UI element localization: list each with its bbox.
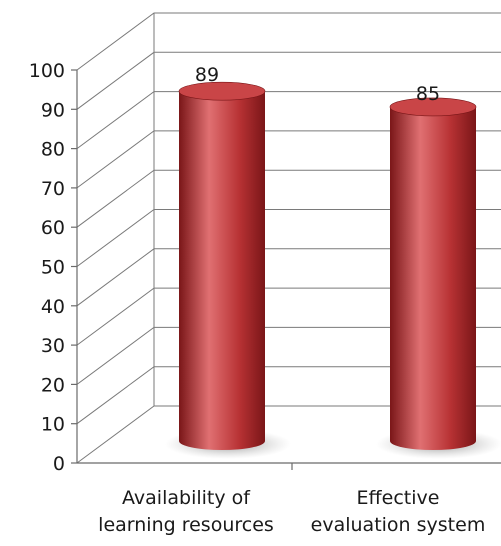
y-tick-label: 10 (41, 414, 65, 436)
bar-body (179, 91, 265, 450)
bar (165, 81, 291, 459)
bar (376, 97, 501, 459)
data-labels: 89 85 (195, 64, 440, 105)
category-label: Availability of learning resources (98, 487, 274, 536)
bar-top-cap (178, 81, 266, 101)
bars (165, 81, 501, 459)
y-tick-label: 50 (41, 257, 65, 279)
y-tick-label: 80 (41, 139, 65, 161)
y-axis-tick-labels: 0 10 20 30 40 50 60 70 80 90 100 (29, 60, 65, 475)
y-tick-label: 40 (41, 296, 65, 318)
y-tick-label: 100 (29, 60, 65, 82)
y-tick-label: 90 (41, 99, 65, 121)
gridline (76, 12, 501, 71)
category-label: Effective evaluation system (311, 487, 486, 536)
gridlines (76, 12, 501, 464)
y-tick-label: 20 (41, 374, 65, 396)
axes (71, 69, 501, 470)
data-label: 85 (416, 83, 440, 105)
y-tick-label: 70 (41, 178, 65, 200)
category-labels: Availability of learning resources Effecti… (98, 487, 485, 536)
y-tick-label: 60 (41, 217, 65, 239)
bar-top-cap (389, 97, 477, 117)
data-label: 89 (195, 64, 219, 86)
bar-body (390, 106, 476, 450)
y-tick-label: 30 (41, 335, 65, 357)
y-tick-label: 0 (53, 453, 65, 475)
